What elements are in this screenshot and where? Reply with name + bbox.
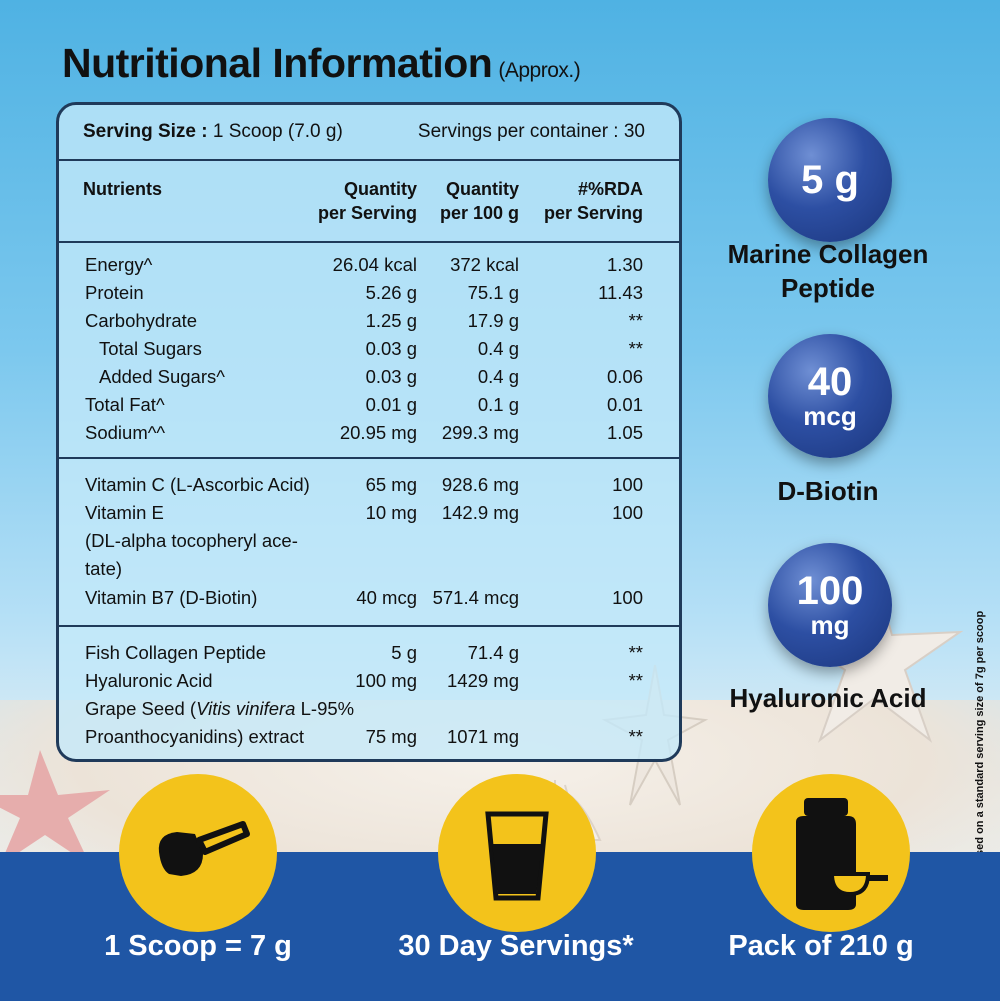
col-qty-100g: Quantity per 100 g bbox=[439, 179, 519, 223]
table-row: Vitamin B7 (D-Biotin) 40 mcg 571.4 mcg 100 bbox=[85, 587, 643, 608]
table-row: Total Sugars 0.03 g 0.4 g ** bbox=[99, 338, 643, 359]
badge-collagen-label: Marine Collagen Peptide bbox=[727, 239, 929, 303]
col-rda: #%RDA per Serving bbox=[543, 179, 643, 223]
table-row: Sodium^^ 20.95 mg 299.3 mg 1.05 bbox=[85, 422, 643, 443]
table-row-cont: (DL-alpha tocopheryl ace- bbox=[85, 530, 298, 551]
servings-text: 30 Day Servings* bbox=[398, 930, 634, 962]
serving-row: Serving Size : 1 Scoop (7.0 g) Servings … bbox=[59, 105, 679, 161]
table-row: Vitamin E 10 mg 142.9 mg 100 bbox=[85, 502, 643, 523]
table-row: Grape Seed (Vitis vinifera L-95% bbox=[85, 698, 355, 719]
col-nutrients: Nutrients bbox=[83, 179, 163, 199]
starfish-left-icon bbox=[0, 750, 110, 865]
badge-hyaluronic: 100 mg bbox=[768, 543, 892, 667]
badge-biotin: 40 mcg bbox=[768, 334, 892, 458]
table-row: Protein 5.26 g 75.1 g 11.43 bbox=[85, 282, 643, 303]
jar-circle bbox=[752, 774, 910, 932]
table-header: Nutrients Quantity per Serving Quantity pe… bbox=[59, 161, 679, 243]
glass-circle bbox=[438, 774, 596, 932]
table-row: Fish Collagen Peptide 5 g 71.4 g ** bbox=[85, 642, 643, 663]
actives-section: Fish Collagen Peptide 5 g 71.4 g ** Hyaluro… bbox=[59, 627, 679, 759]
page-title: Nutritional Information (Approx.) bbox=[62, 40, 581, 86]
table-row: Vitamin C (L-Ascorbic Acid) 65 mg 928.6 mg… bbox=[85, 474, 643, 495]
serving-size: Serving Size : 1 Scoop (7.0 g) bbox=[83, 121, 343, 142]
table-row: Energy^ 26.04 kcal 372 kcal 1.30 bbox=[85, 254, 643, 275]
col-qty-serving: Quantity per Serving bbox=[317, 179, 417, 223]
table-row: Hyaluronic Acid 100 mg 1429 mg ** bbox=[85, 670, 643, 691]
pack-text: Pack of 210 g bbox=[728, 930, 914, 962]
badge-collagen: 5 g bbox=[768, 118, 892, 242]
badge-biotin-label: D-Biotin bbox=[777, 476, 879, 506]
scoop-icon bbox=[158, 821, 250, 876]
table-row: Proanthocyanidins) extract 75 mg 1071 mg ** bbox=[85, 726, 643, 747]
table-row: Total Fat^ 0.01 g 0.1 g 0.01 bbox=[85, 394, 643, 415]
table-row: Carbohydrate 1.25 g 17.9 g ** bbox=[85, 310, 643, 331]
serving-size-note: Based on a standard serving size of 7g p… bbox=[974, 610, 986, 870]
servings-per-container: Servings per container : 30 bbox=[417, 121, 645, 142]
macros-section: Energy^ 26.04 kcal 372 kcal 1.30 Protein 5.2… bbox=[59, 243, 679, 459]
badge-hyaluronic-label: Hyaluronic Acid bbox=[729, 683, 927, 713]
nutrition-table: Serving Size : 1 Scoop (7.0 g) Servings … bbox=[56, 102, 682, 762]
vitamins-section: Vitamin C (L-Ascorbic Acid) 65 mg 928.6 mg… bbox=[59, 459, 679, 627]
scoop-text: 1 Scoop = 7 g bbox=[104, 930, 292, 962]
title-note: (Approx.) bbox=[498, 59, 581, 82]
table-row: Added Sugars^ 0.03 g 0.4 g 0.06 bbox=[99, 366, 643, 387]
jar-icon bbox=[796, 798, 888, 910]
table-row-cont: tate) bbox=[85, 558, 123, 579]
glass-icon bbox=[485, 811, 549, 901]
scoop-circle bbox=[119, 774, 277, 932]
